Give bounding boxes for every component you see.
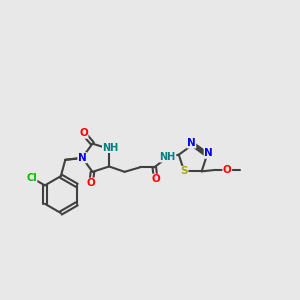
Text: O: O: [87, 178, 95, 188]
Text: N: N: [187, 138, 196, 148]
Text: O: O: [152, 174, 160, 184]
Text: N: N: [78, 153, 87, 163]
Text: O: O: [79, 128, 88, 138]
Text: O: O: [223, 165, 232, 175]
Text: Cl: Cl: [26, 173, 37, 183]
Text: NH: NH: [160, 152, 176, 162]
Text: S: S: [180, 167, 188, 176]
Text: N: N: [204, 148, 213, 158]
Text: NH: NH: [103, 142, 119, 152]
